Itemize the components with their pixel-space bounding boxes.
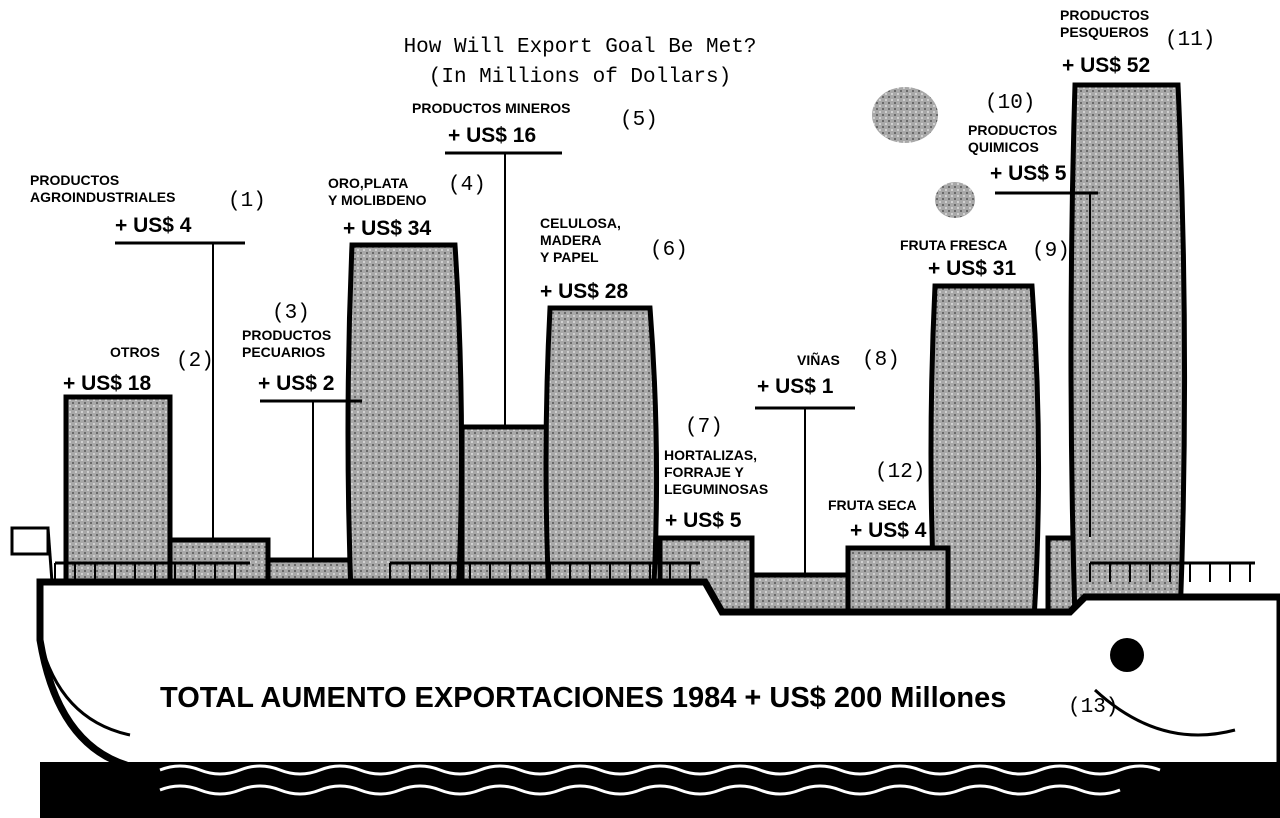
item-value: + US$ 18 [63,372,151,395]
item-label: Y PAPEL [540,249,599,265]
item-label: PRODUCTOS [30,172,119,188]
item-label: AGROINDUSTRIALES [30,189,175,205]
title: How Will Export Goal Be Met? (In Million… [404,36,757,89]
hull [40,582,1280,770]
item-label: PECUARIOS [242,344,325,360]
item-label: PRODUCTOS [242,327,331,343]
item-number: (6) [650,239,688,262]
item-number: (8) [862,349,900,372]
item-number: (10) [985,92,1035,115]
item-value: + US$ 31 [928,257,1016,280]
item-label: CELULOSA, [540,215,621,231]
item-label: VIÑAS [797,351,840,368]
item-label: LEGUMINOSAS [664,481,768,497]
item-number: (2) [176,350,214,373]
item-label: OTROS [110,344,160,360]
item-value: + US$ 4 [115,214,192,237]
item-number: (12) [875,461,925,484]
total-text: TOTAL AUMENTO EXPORTACIONES 1984 + US$ 2… [160,682,1006,714]
item-value: + US$ 4 [850,519,927,542]
ship-infographic: How Will Export Goal Be Met? (In Million… [0,0,1280,818]
flag [12,528,48,554]
item-number: (11) [1165,29,1215,52]
smoke [872,87,975,218]
smokestack [1071,85,1185,620]
item-label: PRODUCTOS [1060,7,1149,23]
item-number: (9) [1032,240,1070,263]
item-number: (5) [620,109,658,132]
title-line: (In Millions of Dollars) [429,66,731,89]
item-label: MADERA [540,232,601,248]
item-label: FRUTA FRESCA [900,237,1007,253]
flag-pole [48,528,52,582]
item-label: ORO,PLATA [328,175,408,191]
item-label: FRUTA SECA [828,497,917,513]
item-number: (7) [685,416,723,439]
item-label: QUIMICOS [968,139,1039,155]
item-value: + US$ 5 [665,509,742,532]
title-line: How Will Export Goal Be Met? [404,36,757,59]
item-number: (4) [448,174,486,197]
item-value: + US$ 2 [258,372,334,395]
item-label: PRODUCTOS MINEROS [412,100,570,116]
item-value: + US$ 52 [1062,54,1150,77]
total-number: (13) [1068,696,1118,719]
item-value: + US$ 28 [540,280,628,303]
item-number: (3) [272,302,310,325]
smokestack [546,308,657,620]
item-label: PRODUCTOS [968,122,1057,138]
item-label: HORTALIZAS, [664,447,757,463]
item-value: + US$ 1 [757,375,834,398]
item-value: + US$ 34 [343,217,431,240]
ship-eye [1110,638,1144,672]
item-label: PESQUEROS [1060,24,1149,40]
item-value: + US$ 5 [990,162,1067,185]
item-label: FORRAJE Y [664,464,745,480]
item-number: (1) [228,190,266,213]
item-value: + US$ 16 [448,124,536,147]
item-label: Y MOLIBDENO [328,192,427,208]
water [40,762,1280,818]
